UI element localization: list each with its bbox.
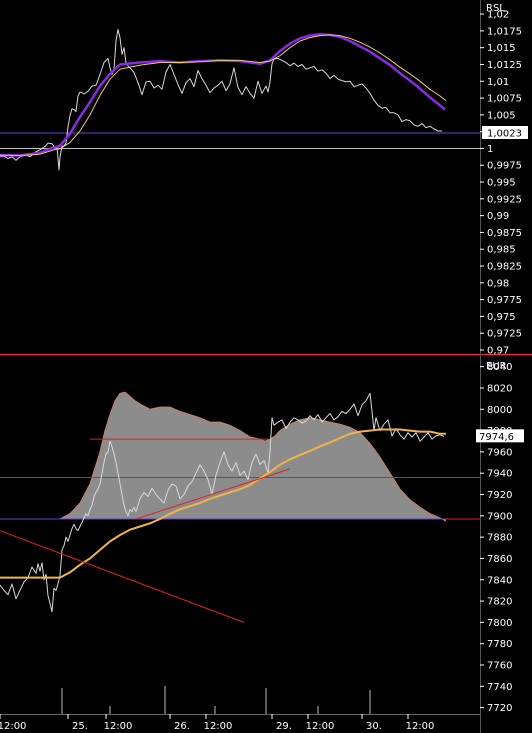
rsl-current-value-label: 1,0023 xyxy=(487,128,522,139)
rsl-y-tick-label: 0,985 xyxy=(487,245,516,256)
x-tick-label: 26. xyxy=(174,721,190,732)
rsl-y-axis: 1,02 1,0175 1,015 1,0125 1,01 1,0075 1,005 1 0,9… xyxy=(480,10,528,357)
rsl-ma-thin-line xyxy=(0,34,447,156)
eur-y-tick-label: 7960 xyxy=(487,447,512,458)
eur-panel xyxy=(0,391,480,714)
rsl-y-tick-label: 1,005 xyxy=(487,110,516,121)
support-line-red xyxy=(0,530,245,623)
rsl-y-tick-label: 1,0075 xyxy=(487,94,522,105)
rsl-current-value-box xyxy=(482,125,528,139)
x-tick-label: 12:00 xyxy=(104,721,133,732)
eur-y-tick-label: 7880 xyxy=(487,533,512,544)
eur-y-tick-label: 7900 xyxy=(487,511,512,522)
trend-line-red xyxy=(135,468,291,520)
x-tick-label: 25. xyxy=(72,721,88,732)
eur-y-axis: 8040802080007980796079407920790078807860… xyxy=(476,362,524,714)
rsl-y-tick-label: 1 xyxy=(487,144,493,155)
time-x-axis: 12:00 25. 12:00 26. 12:00 29. 12:00 30. 12:00 xyxy=(0,714,480,732)
rsl-panel xyxy=(0,29,480,171)
x-tick-label: 12:00 xyxy=(204,721,233,732)
x-tick-label: 29. xyxy=(276,721,292,732)
eur-shaded-area xyxy=(0,392,446,522)
eur-current-value-box xyxy=(476,429,524,443)
rsl-y-tick-label: 0,99 xyxy=(487,211,509,222)
rsl-y-tick-label: 0,9975 xyxy=(487,161,522,172)
rsl-y-tick-label: 1,01 xyxy=(487,77,509,88)
eur-y-tick-label: 7820 xyxy=(487,597,512,608)
eur-y-tick-label: 8020 xyxy=(487,383,512,394)
eur-y-tick-label: 7760 xyxy=(487,660,512,671)
rsl-y-tick-label: 1,015 xyxy=(487,43,516,54)
eur-y-tick-label: 7740 xyxy=(487,682,512,693)
eur-y-tick-label: 8000 xyxy=(487,405,512,416)
eur-panel-title: EUR xyxy=(486,361,507,372)
rsl-y-tick-label: 1,0125 xyxy=(487,60,522,71)
eur-y-tick-label: 7800 xyxy=(487,618,512,629)
x-tick-label: 30. xyxy=(366,721,382,732)
rsl-y-tick-label: 0,9825 xyxy=(487,262,522,273)
eur-y-tick-label: 7720 xyxy=(487,703,512,714)
rsl-y-tick-label: 0,98 xyxy=(487,278,509,289)
rsl-y-tick-label: 0,975 xyxy=(487,312,516,323)
rsl-panel-title: RSL xyxy=(486,3,505,14)
eur-y-tick-label: 7780 xyxy=(487,639,512,650)
eur-y-tick-label: 7840 xyxy=(487,575,512,586)
eur-y-tick-label: 8040 xyxy=(487,362,512,373)
rsl-price-line xyxy=(0,29,442,171)
rsl-y-tick-label: 0,97 xyxy=(487,346,509,357)
eur-current-value-label: 7974,6 xyxy=(479,432,514,443)
rsl-y-tick-label: 1,0175 xyxy=(487,26,522,37)
rsl-y-tick-label: 0,9725 xyxy=(487,329,522,340)
rsl-y-tick-label: 0,9925 xyxy=(487,194,522,205)
rsl-ma-purple-line xyxy=(0,32,446,157)
x-tick-label: 12:00 xyxy=(406,721,435,732)
eur-y-tick-label: 7940 xyxy=(487,469,512,480)
eur-shaded-area-edge xyxy=(0,391,447,522)
rsl-y-tick-label: 1,02 xyxy=(487,10,509,21)
eur-y-tick-label: 7860 xyxy=(487,554,512,565)
rsl-y-tick-label: 0,9775 xyxy=(487,295,522,306)
moving-average-orange xyxy=(0,428,446,579)
rsl-y-tick-label: 0,9875 xyxy=(487,228,522,239)
x-tick-label: 12:00 xyxy=(0,721,26,732)
rsl-y-tick-label: 0,995 xyxy=(487,178,516,189)
x-tick-label: 12:00 xyxy=(306,721,335,732)
eur-y-tick-label: 7920 xyxy=(487,490,512,501)
price xyxy=(0,392,445,613)
